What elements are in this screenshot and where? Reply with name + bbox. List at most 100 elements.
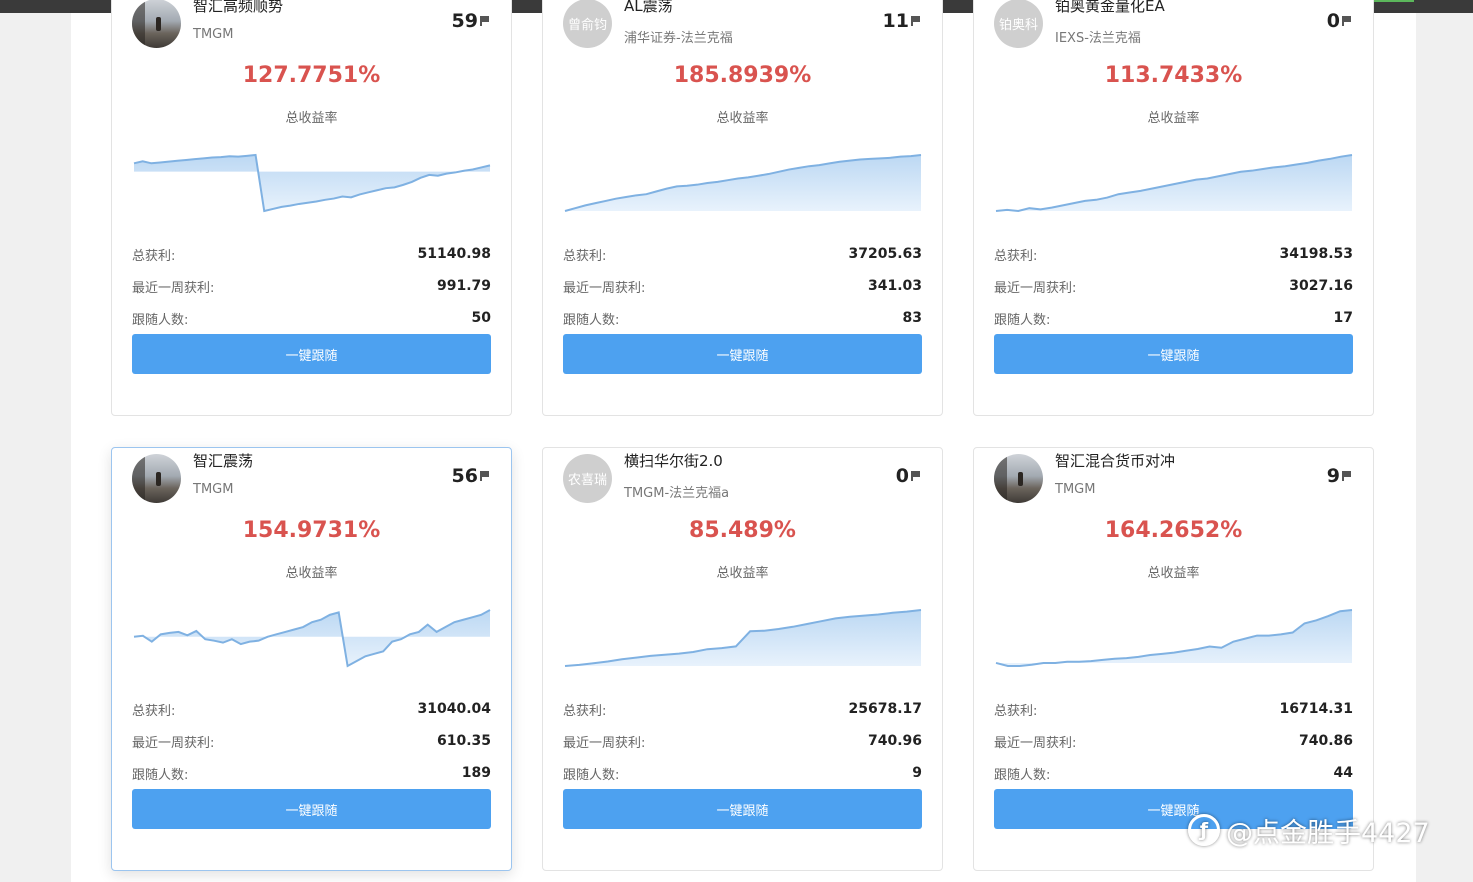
avatar-text: 曾俞钧: [567, 18, 607, 33]
total-return-label: 总收益率: [1147, 566, 1200, 581]
trader-card[interactable]: 智汇震荡 TMGM 56 154.9731% 总收益率 总获利: 31040.0…: [111, 447, 512, 871]
equity-area: [134, 610, 490, 666]
strategy-name[interactable]: 智汇混合货币对冲: [1055, 452, 1176, 470]
equity-line: [133, 153, 491, 213]
flag-count: 0: [1327, 10, 1351, 32]
flag-count: 9: [1327, 465, 1351, 487]
stat-value: 9: [912, 765, 922, 781]
avatar[interactable]: [132, 0, 181, 48]
stat-followers: 跟随人数: 9: [563, 764, 922, 783]
stat-value: 83: [902, 310, 922, 326]
stat-label: 跟随人数:: [563, 313, 620, 328]
total-return-rate: 113.7433%: [1104, 63, 1243, 88]
watermark-text: @点金胜手4427: [1226, 817, 1430, 849]
trader-card[interactable]: 农喜瑞 横扫华尔街2.0 TMGM-法兰克福a 0 85.489% 总收益率 总…: [542, 447, 943, 871]
total-return-rate: 154.9731%: [242, 518, 381, 543]
stat-value: 51140.98: [417, 246, 491, 262]
equity-line: [995, 609, 1353, 667]
stat-followers: 跟随人数: 17: [994, 309, 1353, 328]
equity-chart: [564, 609, 922, 667]
follow-button[interactable]: 一键跟随: [132, 789, 491, 829]
flag-icon: [480, 471, 489, 481]
total-return-label: 总收益率: [1147, 111, 1200, 126]
strategy-name[interactable]: 横扫华尔街2.0: [624, 452, 723, 470]
stat-value: 991.79: [436, 278, 491, 294]
stat-label: 跟随人数:: [994, 313, 1051, 328]
stat-total-profit: 总获利: 37205.63: [563, 245, 922, 264]
broker-name: TMGM: [193, 27, 234, 42]
follow-button[interactable]: 一键跟随: [563, 789, 922, 829]
total-return-label: 总收益率: [716, 111, 769, 126]
trader-card[interactable]: 曾俞钧 AL震荡 浦华证券-法兰克福 11 185.8939% 总收益率 总获利…: [542, 0, 943, 416]
trader-card[interactable]: 铂奥科 铂奥黄金量化EA IEXS-法兰克福 0 113.7433% 总收益率 …: [973, 0, 1374, 416]
stat-total-profit: 总获利: 34198.53: [994, 245, 1353, 264]
flag-count-value: 0: [1326, 10, 1340, 32]
broker-name: IEXS-法兰克福: [1055, 31, 1141, 46]
equity-line: [564, 609, 922, 667]
strategy-name[interactable]: 智汇震荡: [193, 452, 254, 470]
stat-label: 最近一周获利:: [994, 736, 1077, 751]
stat-value: 17: [1333, 310, 1353, 326]
flag-icon: [911, 471, 920, 481]
follow-button[interactable]: 一键跟随: [994, 334, 1353, 374]
equity-chart: [995, 609, 1353, 667]
equity-line: [133, 609, 491, 668]
stat-weekly-profit: 最近一周获利: 3027.16: [994, 277, 1353, 296]
flag-count-value: 11: [882, 10, 909, 32]
flag-count: 11: [883, 10, 920, 32]
avatar[interactable]: [994, 454, 1043, 503]
stat-total-profit: 总获利: 25678.17: [563, 700, 922, 719]
avatar[interactable]: 铂奥科: [994, 0, 1043, 48]
flag-icon: [1342, 16, 1351, 26]
strategy-name[interactable]: 智汇高频顺势: [193, 0, 284, 15]
equity-chart: [995, 154, 1353, 213]
total-return-rate: 185.8939%: [673, 63, 812, 88]
broker-name: TMGM: [193, 482, 234, 497]
avatar[interactable]: [132, 454, 181, 503]
flag-count: 59: [452, 10, 489, 32]
equity-area: [134, 155, 490, 211]
stat-value: 610.35: [436, 733, 491, 749]
flag-icon: [480, 16, 489, 26]
equity-line: [564, 154, 922, 212]
flag-count-value: 59: [451, 10, 478, 32]
avatar[interactable]: 农喜瑞: [563, 454, 612, 503]
follow-button[interactable]: 一键跟随: [132, 334, 491, 374]
total-return-rate: 85.489%: [689, 518, 796, 543]
broker-name: 浦华证券-法兰克福: [624, 31, 733, 46]
stat-followers: 跟随人数: 50: [132, 309, 491, 328]
stat-value: 44: [1333, 765, 1353, 781]
flag-count-value: 56: [451, 465, 478, 487]
stat-label: 跟随人数:: [132, 313, 189, 328]
stat-label: 最近一周获利:: [132, 281, 215, 296]
equity-area: [565, 610, 921, 666]
stat-weekly-profit: 最近一周获利: 341.03: [563, 277, 922, 296]
equity-chart: [564, 154, 922, 212]
stat-weekly-profit: 最近一周获利: 610.35: [132, 732, 491, 751]
stat-label: 最近一周获利:: [563, 281, 646, 296]
watermark: ƒ @点金胜手4427: [1188, 812, 1430, 849]
topbar-button-green[interactable]: [1342, 0, 1414, 2]
stat-value: 3027.16: [1289, 278, 1353, 294]
stat-label: 总获利:: [563, 704, 607, 719]
stat-label: 跟随人数:: [994, 768, 1051, 783]
strategy-name[interactable]: 铂奥黄金量化EA: [1055, 0, 1165, 15]
broadcast-icon: ƒ: [1188, 814, 1220, 846]
equity-line: [995, 154, 1353, 213]
stat-label: 总获利:: [994, 249, 1038, 264]
stat-label: 总获利:: [563, 249, 607, 264]
trader-card[interactable]: 智汇混合货币对冲 TMGM 9 164.2652% 总收益率 总获利: 1671…: [973, 447, 1374, 871]
total-return-label: 总收益率: [285, 566, 338, 581]
stat-label: 跟随人数:: [563, 768, 620, 783]
avatar[interactable]: 曾俞钧: [563, 0, 612, 48]
strategy-name[interactable]: AL震荡: [624, 0, 673, 15]
follow-button[interactable]: 一键跟随: [994, 789, 1353, 829]
broker-name: TMGM-法兰克福a: [624, 486, 730, 501]
trader-card[interactable]: 智汇高频顺势 TMGM 59 127.7751% 总收益率 总获利: 51140…: [111, 0, 512, 416]
stat-label: 最近一周获利:: [132, 736, 215, 751]
equity-area: [996, 610, 1352, 666]
avatar-text: 农喜瑞: [567, 473, 607, 488]
stat-followers: 跟随人数: 189: [132, 764, 491, 783]
stat-label: 总获利:: [132, 704, 176, 719]
follow-button[interactable]: 一键跟随: [563, 334, 922, 374]
